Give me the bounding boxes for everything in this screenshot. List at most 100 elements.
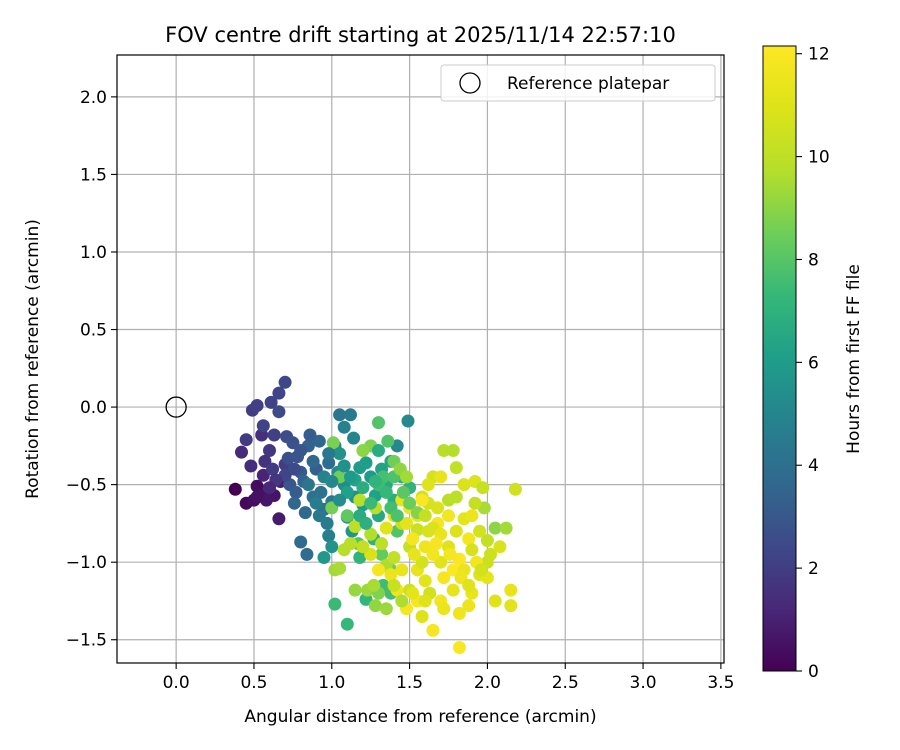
data-point (348, 583, 362, 597)
colorbar-tick-label: 8 (808, 250, 819, 270)
data-point (372, 563, 385, 577)
data-point (272, 386, 286, 400)
y-axis-label: Rotation from reference (arcmin) (23, 219, 43, 499)
data-point (418, 574, 432, 588)
data-point (322, 456, 336, 470)
data-point (421, 478, 435, 492)
data-point (359, 456, 373, 470)
data-point (418, 509, 432, 523)
data-point (379, 521, 393, 535)
x-tick-label: 1.0 (318, 673, 345, 693)
data-point (431, 501, 445, 515)
data-point (418, 594, 432, 608)
data-point (400, 470, 413, 484)
data-point (317, 551, 331, 564)
data-point (312, 434, 326, 448)
data-point (449, 461, 463, 475)
data-point (244, 459, 258, 473)
data-point (359, 516, 373, 530)
data-point (452, 641, 466, 654)
data-point (303, 428, 317, 442)
x-tick-label: 3.0 (630, 673, 657, 693)
data-point (364, 496, 378, 510)
colorbar-ticks: 0 2 4 6 8 10 12 (796, 45, 830, 682)
y-tick-label: −1.5 (66, 631, 107, 651)
data-point (228, 482, 242, 496)
data-points (228, 375, 522, 654)
colorbar-tick-label: 0 (808, 662, 819, 682)
data-point (381, 434, 395, 448)
data-point (395, 594, 409, 608)
data-point (278, 375, 292, 389)
data-point (443, 547, 457, 561)
data-point (356, 481, 370, 495)
data-point (488, 521, 502, 535)
data-point (328, 597, 342, 611)
data-point (337, 543, 351, 557)
plot-frame (116, 54, 725, 664)
data-point (480, 534, 494, 547)
data-point (484, 547, 497, 561)
data-point (250, 399, 264, 412)
colorbar (762, 45, 797, 672)
colorbar-tick-label: 12 (808, 45, 830, 65)
data-point (368, 475, 382, 488)
data-point (364, 527, 378, 541)
data-point (356, 540, 370, 554)
colorbar-tick-label: 4 (808, 456, 819, 476)
data-point (326, 436, 340, 450)
data-point (493, 540, 507, 554)
data-point (379, 485, 393, 499)
data-point (437, 444, 451, 457)
data-point (465, 509, 479, 523)
data-point (473, 524, 487, 538)
data-point (301, 478, 315, 492)
data-point (375, 537, 389, 551)
x-tick-label: 0.5 (240, 673, 267, 693)
data-point (508, 482, 522, 496)
data-point (287, 496, 301, 510)
data-point (298, 506, 312, 520)
x-tick-label: 0.0 (163, 673, 190, 693)
data-point (401, 414, 415, 428)
data-point (395, 563, 409, 577)
data-point (322, 447, 336, 461)
x-tick-label: 2.5 (552, 673, 579, 693)
data-point (337, 420, 351, 434)
colorbar-label: Hours from first FF file (844, 264, 864, 454)
data-point (400, 516, 413, 530)
data-point (452, 606, 466, 620)
data-point (333, 561, 347, 575)
data-point (344, 408, 357, 422)
data-point (446, 444, 460, 457)
data-point (462, 532, 476, 546)
data-point (437, 571, 451, 585)
data-point (353, 493, 367, 507)
y-tick-label: 1.0 (80, 243, 107, 263)
data-point (415, 493, 429, 507)
data-point (263, 481, 276, 495)
y-tick-label: 1.5 (80, 165, 107, 185)
data-point (294, 535, 308, 549)
x-axis-ticks: 0.0 0.5 1.0 1.5 2.0 2.5 3.0 3.5 (163, 663, 734, 693)
data-point (306, 454, 320, 468)
data-point (353, 551, 367, 564)
data-point (504, 599, 518, 613)
colorbar-tick-label: 2 (808, 559, 819, 579)
data-point (406, 532, 420, 546)
data-point (344, 470, 357, 484)
legend-marker-reference (459, 72, 481, 94)
data-point (390, 509, 404, 523)
data-point (476, 481, 490, 495)
data-point (272, 512, 286, 526)
data-point (457, 478, 471, 492)
data-point (407, 547, 421, 561)
data-point (465, 543, 479, 557)
data-point (415, 610, 429, 623)
data-point (340, 509, 354, 523)
data-point (325, 475, 339, 488)
x-tick-label: 1.5 (396, 673, 423, 693)
data-point (368, 599, 382, 613)
data-point (437, 602, 451, 616)
data-point (462, 599, 476, 613)
